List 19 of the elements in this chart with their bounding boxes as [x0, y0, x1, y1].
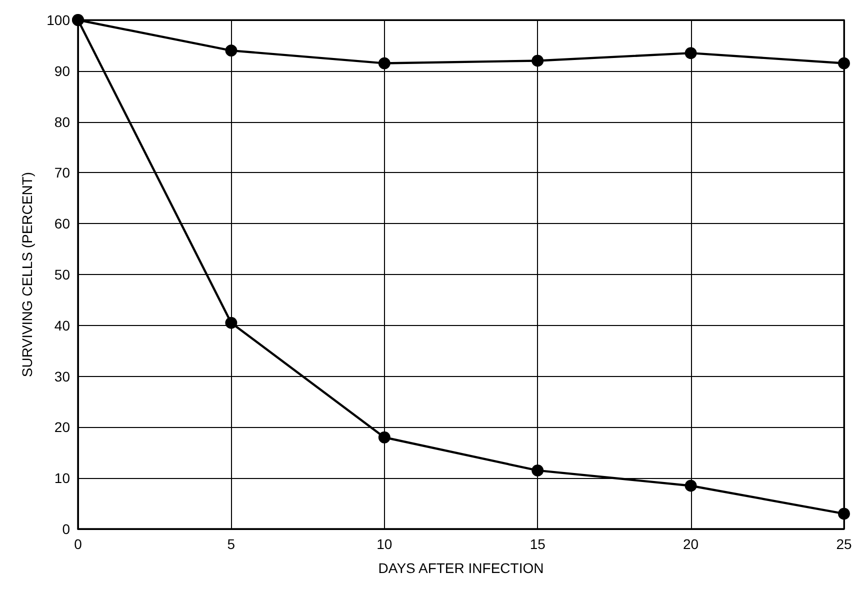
x-tick-label: 5 [227, 536, 236, 552]
y-tick-label: 0 [62, 521, 70, 537]
y-tick-label: 50 [54, 266, 70, 282]
y-tick-label: 40 [54, 317, 70, 334]
x-tick-label: 15 [530, 536, 546, 552]
x-tick-label: 20 [683, 536, 699, 552]
y-tick-label: 60 [54, 216, 70, 232]
x-tick-label: 0 [74, 536, 82, 552]
x-axis-title: DAYS AFTER INFECTION [378, 560, 544, 576]
y-axis-title: SURVIVING CELLS (PERCENT) [19, 172, 35, 378]
y-tick-label: 10 [54, 470, 70, 486]
y-tick-label: 90 [54, 62, 70, 79]
y-tick-label: 100 [46, 12, 70, 28]
y-tick-label: 20 [54, 419, 70, 436]
y-tick-label: 70 [54, 164, 70, 181]
y-tick-label: 80 [54, 114, 70, 130]
x-tick-label: 25 [836, 536, 852, 552]
x-tick-label: 10 [376, 536, 392, 552]
y-tick-label: 30 [54, 368, 70, 384]
